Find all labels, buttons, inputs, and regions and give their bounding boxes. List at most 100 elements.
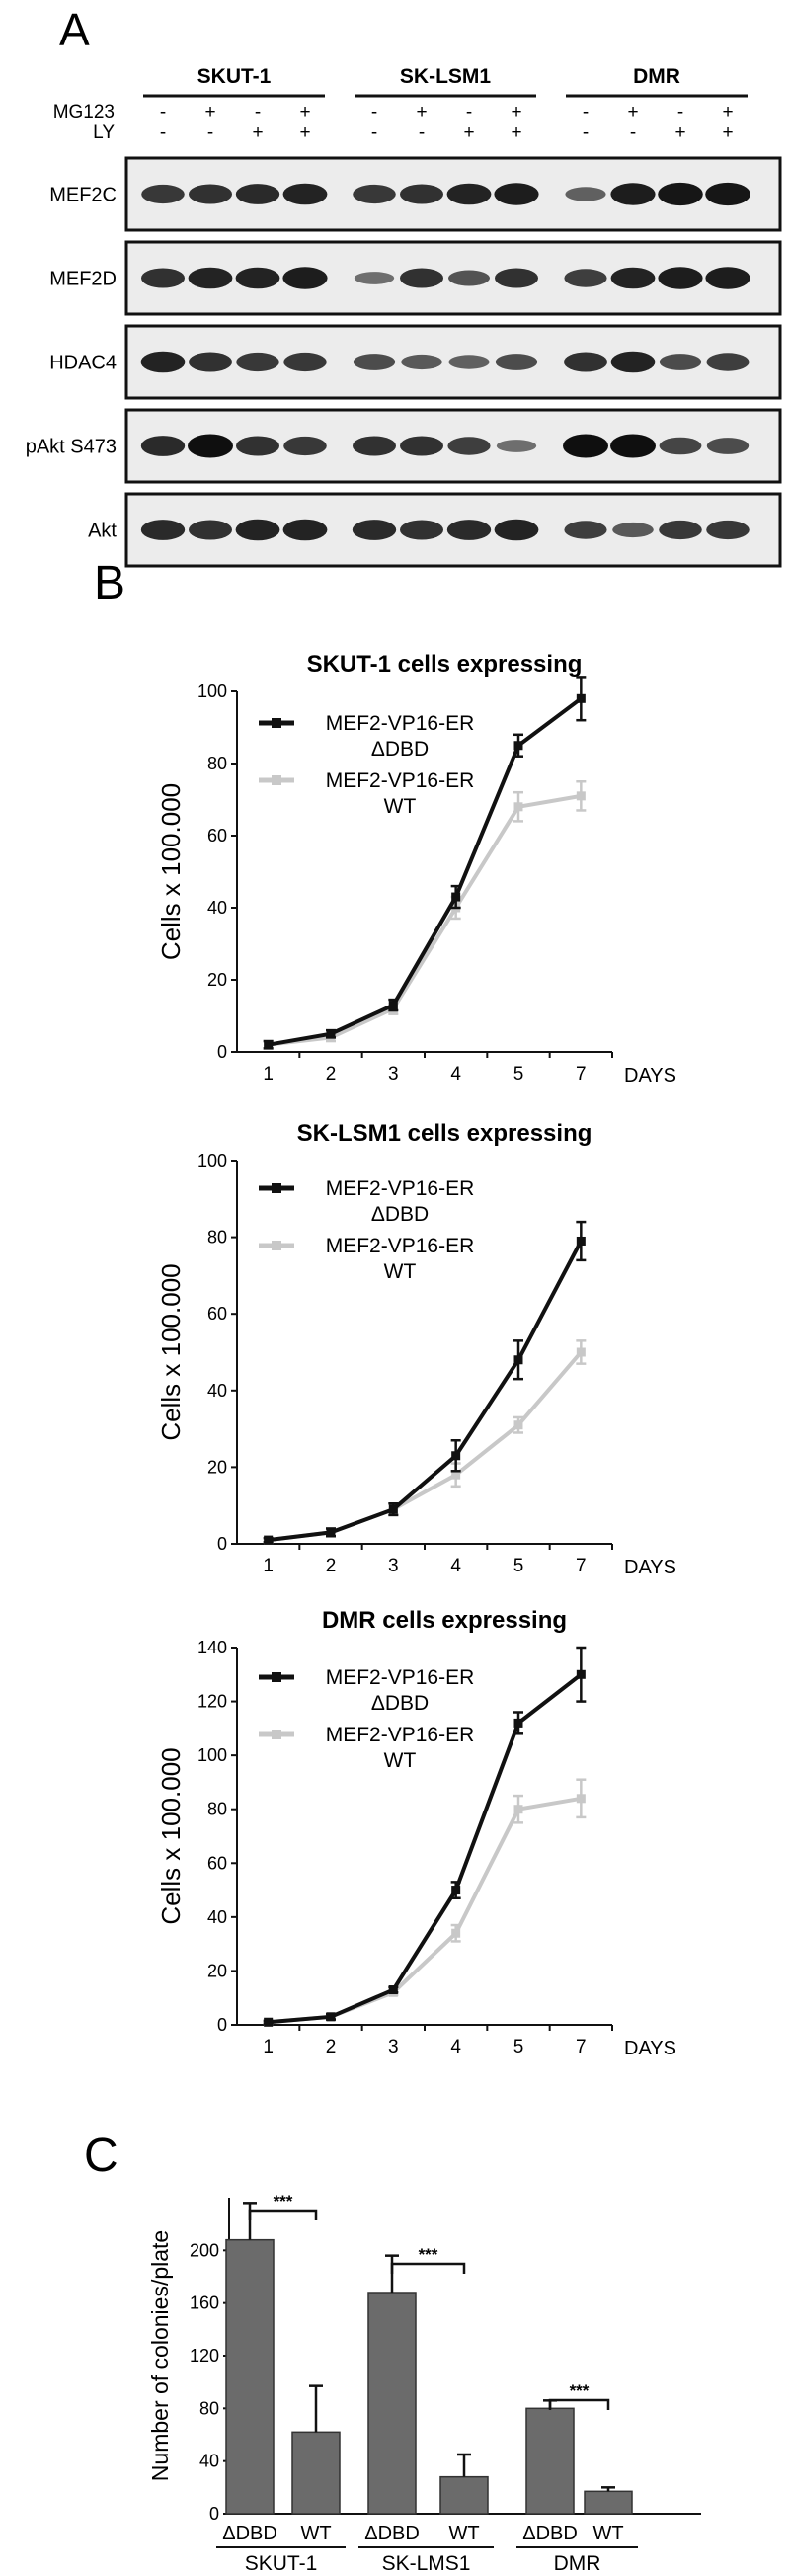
blot-band [446,183,492,205]
x-tick-label: 3 [388,2037,399,2057]
data-point [264,2017,274,2027]
blot-band [354,272,395,284]
panel-c-label: C [84,2130,118,2182]
data-point [388,1001,398,1010]
series-line [268,1240,584,1543]
blot-band [659,437,702,455]
blot-band [400,436,443,456]
legend-marker [272,1241,281,1250]
bar [525,2407,575,2515]
category-label: ΔDBD [522,2523,578,2544]
y-tick-label: 0 [217,1534,227,1554]
data-point [576,1236,586,1246]
data-point [451,1451,461,1461]
panel-a: A SKUT-1 SK-LSM1 DMR MG123- + - + - + - + - + - +LY - -… [26,4,782,568]
blot-band [446,520,492,540]
blot-band [235,184,280,204]
blot-band [564,521,607,539]
treatment-sign: + [511,102,521,122]
data-point [388,1504,398,1514]
y-tick-label: 60 [207,1304,227,1324]
blot-band [564,269,607,287]
significance-label: *** [419,2245,438,2264]
treatment-sign: + [204,102,215,122]
group-label: SKUT-1 [245,2552,318,2575]
y-tick-label: 40 [207,1907,227,1927]
blot-band [140,520,186,540]
legend-label-line1: MEF2-VP16-ER [326,769,475,792]
blot-band [495,354,538,370]
treatment-sign: - [583,122,589,143]
y-tick-label: 0 [217,1042,227,1062]
y-tick-label: 60 [207,826,227,845]
legend-marker [272,775,281,785]
x-tick-label: 2 [326,1064,337,1085]
y-tick-label: 80 [199,2398,219,2418]
legend-label-line1: MEF2-VP16-ER [326,1724,475,1746]
x-tick-label: 2 [326,2037,337,2057]
treatment-sign: + [463,122,474,143]
blot-band [706,353,750,371]
significance-bracket [248,2209,318,2220]
blot-label: pAkt S473 [26,437,117,458]
data-point [264,1535,274,1545]
data-point [451,1928,461,1938]
panel-b-label: B [94,557,125,609]
legend-label-line2: WT [384,795,417,818]
growth-chart-dmr: DMR cells expressing 0 20 40 60 80 100 120 140 1 2… [156,1607,676,2059]
treatment-sign: + [416,102,427,122]
blot-band [494,519,539,541]
legend-label: MEF2-VP16-ER ΔDBD [326,1177,475,1226]
growth-chart-sklsm1: SK-LSM1 cells expressing 0 20 40 60 80 100 1 2 3 4… [156,1120,676,1578]
y-tick-label: 80 [207,1228,227,1248]
y-tick-label: 80 [207,754,227,773]
y-tick-label: 160 [190,2294,219,2313]
blot-band [400,520,443,540]
x-tick-label: 1 [263,1556,274,1576]
legend-label: MEF2-VP16-ER WT [326,1235,475,1283]
group-header: DMR [633,65,680,88]
treatment-sign: + [511,122,521,143]
bar [225,2238,275,2515]
legend-label-line1: MEF2-VP16-ER [326,1666,475,1689]
blot-band [189,520,232,540]
legend-label-line1: MEF2-VP16-ER [326,712,475,735]
treatment-sign: - [255,102,261,122]
blot-band [659,354,702,370]
x-axis-label: DAYS [624,1065,676,1087]
blot-band [610,434,656,458]
treatment-sign: - [677,102,683,122]
y-tick-label: 20 [207,1961,227,1980]
data-point [326,2012,336,2022]
blot-band [495,268,538,288]
blot-band [610,183,656,205]
x-axis-label: DAYS [624,2038,676,2059]
legend-label-line1: MEF2-VP16-ER [326,1235,475,1257]
blot-band [141,184,185,204]
blot-band [494,183,539,205]
y-tick-label: 20 [207,970,227,990]
y-axis-label: Cells x 100.000 [156,1263,186,1440]
y-tick-label: 140 [198,1638,227,1657]
treatment-sign: - [371,122,377,143]
y-axis-label: Cells x 100.000 [156,783,186,960]
blot-band [564,352,607,372]
legend-label: MEF2-VP16-ER ΔDBD [326,1666,475,1715]
data-point [514,1355,523,1365]
blot-band [188,267,233,289]
bar [584,2490,633,2515]
blot-band [353,354,396,370]
treatment-sign: + [252,122,263,143]
blot-label: HDAC4 [49,353,117,374]
growth-chart-skut1: SKUT-1 cells expressing 0 20 40 60 80 100 1 2 3 4 5… [156,651,676,1087]
legend-marker [272,718,281,728]
x-tick-label: 7 [576,2037,587,2057]
x-tick-label: 4 [450,1556,461,1576]
legend-marker [272,1672,281,1682]
x-tick-label: 3 [388,1064,399,1085]
y-tick-label: 0 [209,2504,219,2524]
blot-band [141,268,185,288]
blot-band [400,268,443,288]
blot-band [448,270,490,286]
panel-a-label: A [59,4,90,55]
